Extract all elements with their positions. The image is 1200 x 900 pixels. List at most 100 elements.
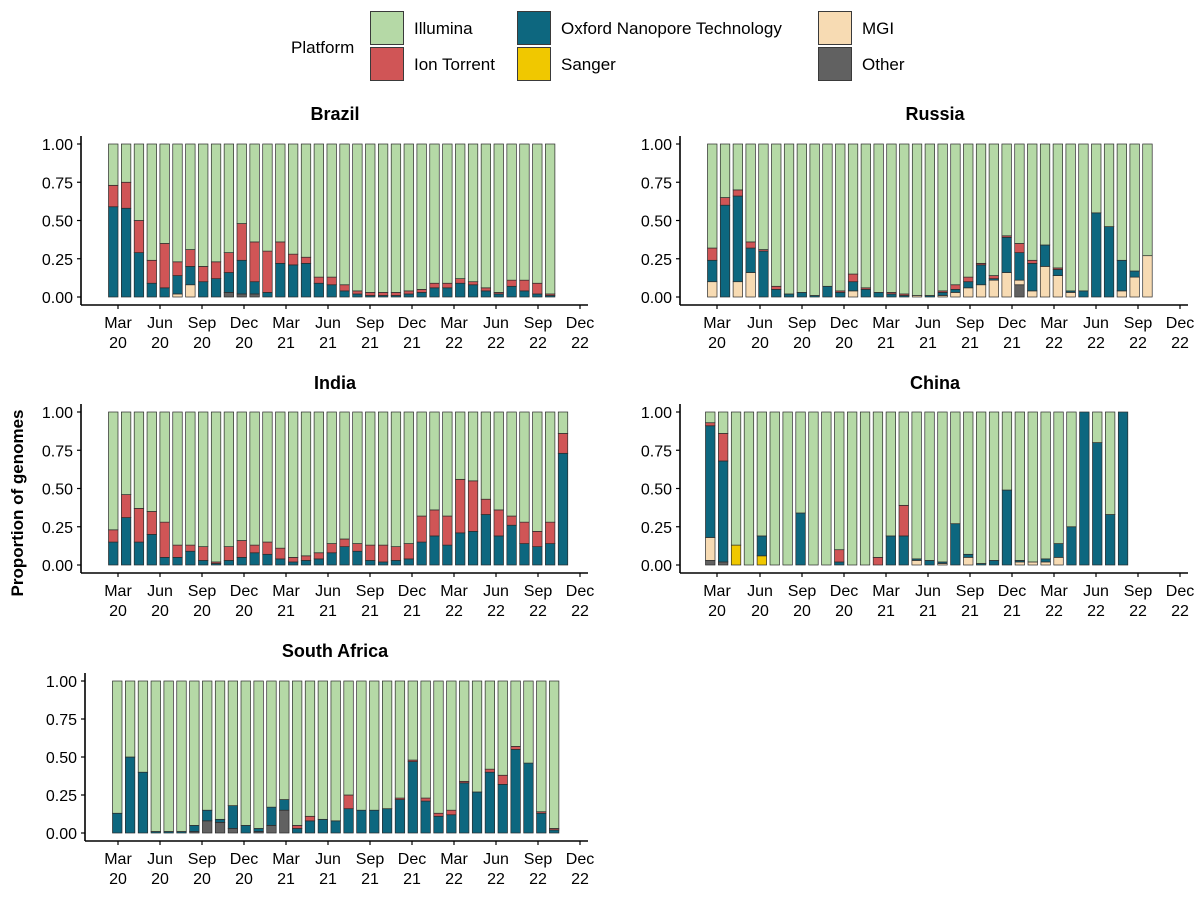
bar-segment-illumina xyxy=(223,143,234,253)
bar-segment-mgi xyxy=(1052,275,1063,298)
bar-segment-illumina xyxy=(1014,143,1025,244)
bar-segment-illumina xyxy=(326,143,337,278)
x-tick-label-year: 21 xyxy=(361,603,379,620)
bar-segment-illumina xyxy=(847,143,859,275)
bar-segment-illumina xyxy=(510,680,521,747)
bar-segment-mgi xyxy=(911,560,922,566)
bar-segment-illumina xyxy=(317,680,328,820)
bar-segment-ont xyxy=(873,292,884,298)
bar-segment-ion xyxy=(988,275,999,279)
bar-segment-illumina xyxy=(988,411,1000,561)
bar-segment-illumina xyxy=(497,680,508,776)
bar-segment-ont xyxy=(510,749,521,834)
bar-segment-ion xyxy=(300,555,312,561)
bar-segment-illumina xyxy=(236,143,247,224)
bar-segment-ont xyxy=(523,762,534,834)
bar-segment-illumina xyxy=(557,411,569,434)
bar-segment-ont xyxy=(253,828,264,832)
bar-segment-illumina xyxy=(420,680,431,799)
y-tick-label: 0.75 xyxy=(641,443,672,460)
bar-segment-ont xyxy=(420,800,431,834)
bar-segment-ont xyxy=(429,287,440,298)
x-tick-label-month: Mar xyxy=(703,583,731,600)
bar-segment-ont xyxy=(493,293,504,298)
bar-segment-ont xyxy=(369,809,380,834)
legend-label-sanger: Sanger xyxy=(561,55,616,74)
bar-segment-illumina xyxy=(240,680,251,826)
bar-segment-illumina xyxy=(304,680,316,817)
bar-segment-ont xyxy=(718,460,729,563)
x-tick-label-month: Mar xyxy=(272,851,300,868)
bar-segment-illumina xyxy=(707,143,718,249)
x-tick-label-month: Jun xyxy=(483,583,509,600)
bar-segment-ont xyxy=(532,546,543,566)
x-tick-label-month: Dec xyxy=(998,315,1026,332)
legend-key-other xyxy=(818,47,852,81)
bar-segment-illumina xyxy=(536,680,547,813)
y-tick-label: 0.00 xyxy=(42,290,73,307)
bar-segment-ont xyxy=(455,282,466,298)
bar-segment-illumina xyxy=(120,143,132,183)
bar-segment-ont xyxy=(108,206,119,298)
bar-segment-ont xyxy=(771,289,782,298)
bar-segment-illumina xyxy=(292,680,303,826)
x-tick-label-year: 21 xyxy=(403,335,421,352)
panel-title: Brazil xyxy=(310,104,359,124)
bar-segment-ion xyxy=(159,521,170,558)
bar-segment-illumina xyxy=(378,143,389,293)
y-tick-label: 0.75 xyxy=(46,712,77,729)
bar-segment-ont xyxy=(847,281,859,292)
bar-segment-ont xyxy=(835,292,846,298)
x-tick-label-year: 20 xyxy=(109,871,127,888)
bar-segment-mgi xyxy=(1039,266,1051,298)
panel-india: India 0.00 0.25 0.50 0.75 1.00 Mar 20 Jun 20 Sep 20… xyxy=(42,373,594,620)
x-tick-label-year: 21 xyxy=(319,603,337,620)
bar-segment-illumina xyxy=(834,411,845,551)
bar-segment-ont xyxy=(834,561,845,566)
x-tick-label-year: 20 xyxy=(151,871,169,888)
x-tick-label-month: Sep xyxy=(524,315,553,332)
bar-segment-ont xyxy=(300,560,312,566)
x-tick-label-year: 22 xyxy=(1171,603,1189,620)
bar-segment-mgi xyxy=(707,281,718,298)
bar-segment-ont xyxy=(137,771,149,834)
x-tick-label-month: Mar xyxy=(1040,583,1068,600)
x-tick-label-month: Sep xyxy=(188,851,217,868)
bar-segment-mgi xyxy=(745,272,756,298)
bar-segment-ont xyxy=(480,514,491,566)
bar-segment-illumina xyxy=(176,680,187,832)
x-tick-label-year: 21 xyxy=(1003,603,1021,620)
bar-segment-ion xyxy=(120,494,132,518)
x-tick-label-year: 21 xyxy=(919,335,937,352)
y-tick-label: 0.50 xyxy=(42,214,73,231)
x-tick-label-month: Jun xyxy=(315,583,341,600)
bar-segment-illumina xyxy=(835,143,846,292)
x-tick-label-month: Dec xyxy=(398,315,426,332)
bar-segment-illumina xyxy=(1105,411,1116,515)
x-tick-label-year: 20 xyxy=(109,335,127,352)
x-tick-label-year: 22 xyxy=(529,603,547,620)
x-tick-label-year: 20 xyxy=(751,603,769,620)
bar-segment-ont xyxy=(292,828,303,834)
bar-segment-ont xyxy=(365,560,376,566)
x-tick-label-year: 20 xyxy=(835,603,853,620)
bar-segment-mgi xyxy=(1014,561,1025,566)
y-tick-label: 1.00 xyxy=(46,674,77,691)
x-tick-label-month: Dec xyxy=(830,583,858,600)
bar-segment-illumina xyxy=(249,143,260,243)
bar-segment-ion xyxy=(146,259,157,284)
bar-segment-ion xyxy=(834,549,845,563)
panel-russia: Russia 0.00 0.25 0.50 0.75 1.00 Mar 20 Jun 20 Sep 2… xyxy=(641,104,1194,352)
x-tick-label-year: 20 xyxy=(109,603,127,620)
bar-segment-illumina xyxy=(459,680,470,782)
bar-segment-ont xyxy=(898,535,909,566)
x-tick-label-month: Mar xyxy=(872,583,900,600)
bar-segment-illumina xyxy=(446,680,457,811)
bar-segment-ont xyxy=(317,818,328,834)
bar-segment-ion xyxy=(455,478,466,534)
x-tick-label-month: Dec xyxy=(230,315,258,332)
bar-segment-illumina xyxy=(1001,143,1012,237)
x-tick-label-year: 20 xyxy=(235,871,253,888)
bar-segment-illumina xyxy=(288,143,299,255)
bar-segment-ion xyxy=(1014,243,1025,253)
